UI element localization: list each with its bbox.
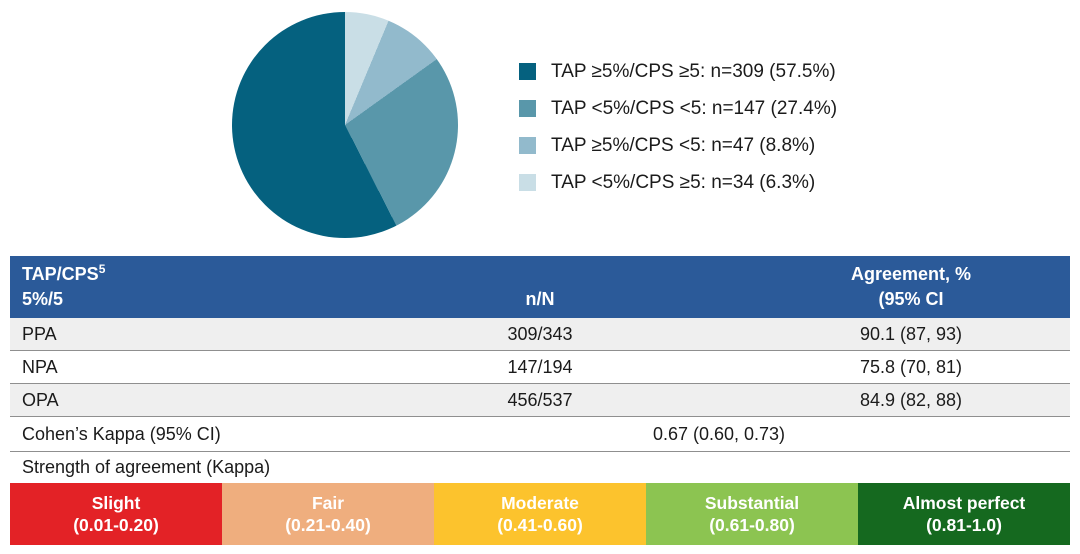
table-row-opa: OPA 456/537 84.9 (82, 88) <box>10 384 1070 417</box>
n-N-cell: 147/194 <box>507 356 573 377</box>
segment-name: Moderate <box>501 493 579 513</box>
legend-label: TAP <5%/CPS <5: n=147 (27.4%) <box>551 98 838 119</box>
legend-swatch-icon <box>519 100 536 117</box>
segment-range: (0.61-0.80) <box>709 515 795 535</box>
table-row-ppa: PPA 309/343 90.1 (87, 93) <box>10 318 1070 351</box>
segment-range: (0.41-0.60) <box>497 515 583 535</box>
agreement-cell: 84.9 (82, 88) <box>859 389 963 410</box>
table-row-npa: NPA 147/194 75.8 (70, 81) <box>10 351 1070 384</box>
legend-swatch-icon <box>519 174 536 191</box>
legend-label: TAP ≥5%/CPS <5: n=47 (8.8%) <box>551 135 816 156</box>
segment-name: Substantial <box>704 493 800 513</box>
legend-item: TAP <5%/CPS <5: n=147 (27.4%) <box>519 98 837 119</box>
segment-name: Almost perfect <box>902 493 1026 513</box>
metric-cell: OPA <box>22 389 59 410</box>
segment-name: Fair <box>311 493 345 513</box>
legend-swatch-icon <box>519 137 536 154</box>
header-line-1: TAP/CPS5 <box>22 262 106 284</box>
scale-segment-moderate: Moderate (0.41-0.60) <box>434 483 646 545</box>
table-row-strength-of-agreement: Strength of agreement (Kappa) <box>10 452 1070 483</box>
n-N-cell: 456/537 <box>507 389 573 410</box>
segment-range: (0.01-0.20) <box>73 515 159 535</box>
scale-segment-fair: Fair (0.21-0.40) <box>222 483 434 545</box>
n-N-cell: 309/343 <box>507 323 573 344</box>
header-cell-tap-cps: TAP/CPS5 5%/5 <box>10 262 328 310</box>
scale-segment-almost-perfect: Almost perfect (0.81-1.0) <box>858 483 1070 545</box>
legend-item: TAP ≥5%/CPS <5: n=47 (8.8%) <box>519 135 837 156</box>
legend-label: TAP ≥5%/CPS ≥5: n=309 (57.5%) <box>551 61 836 82</box>
table-header-row: TAP/CPS5 5%/5 n/N Agreement, % (95% CI <box>10 256 1070 318</box>
legend-label: TAP <5%/CPS ≥5: n=34 (6.3%) <box>551 172 816 193</box>
scale-segment-substantial: Substantial (0.61-0.80) <box>646 483 858 545</box>
legend-item: TAP ≥5%/CPS ≥5: n=309 (57.5%) <box>519 61 837 82</box>
header-cell-n-N: n/N <box>525 289 555 309</box>
legend-item: TAP <5%/CPS ≥5: n=34 (6.3%) <box>519 172 837 193</box>
agreement-cell: 90.1 (87, 93) <box>859 323 963 344</box>
header-line-2: 5%/5 <box>22 289 64 309</box>
agreement-table: TAP/CPS5 5%/5 n/N Agreement, % (95% CI P… <box>10 256 1070 483</box>
segment-name: Slight <box>91 493 141 513</box>
agreement-cell: 75.8 (70, 81) <box>859 356 963 377</box>
kappa-strength-scale: Slight (0.01-0.20) Fair (0.21-0.40) Mode… <box>10 483 1070 545</box>
segment-range: (0.21-0.40) <box>285 515 371 535</box>
scale-segment-slight: Slight (0.01-0.20) <box>10 483 222 545</box>
kappa-label: Cohen’s Kappa (95% CI) <box>22 423 221 444</box>
metric-cell: PPA <box>22 323 57 344</box>
metric-cell: NPA <box>22 356 58 377</box>
table-row-cohens-kappa: Cohen’s Kappa (95% CI) 0.67 (0.60, 0.73) <box>10 417 1070 452</box>
pie-legend: TAP ≥5%/CPS ≥5: n=309 (57.5%) TAP <5%/CP… <box>519 61 837 193</box>
pie-chart <box>232 12 458 238</box>
segment-range: (0.81-1.0) <box>926 515 1002 535</box>
header-cell-agreement: Agreement, % (95% CI <box>850 264 972 309</box>
strength-label: Strength of agreement (Kappa) <box>22 457 271 477</box>
footnote-marker: 5 <box>98 262 106 276</box>
kappa-value: 0.67 (0.60, 0.73) <box>652 423 786 444</box>
legend-swatch-icon <box>519 63 536 80</box>
